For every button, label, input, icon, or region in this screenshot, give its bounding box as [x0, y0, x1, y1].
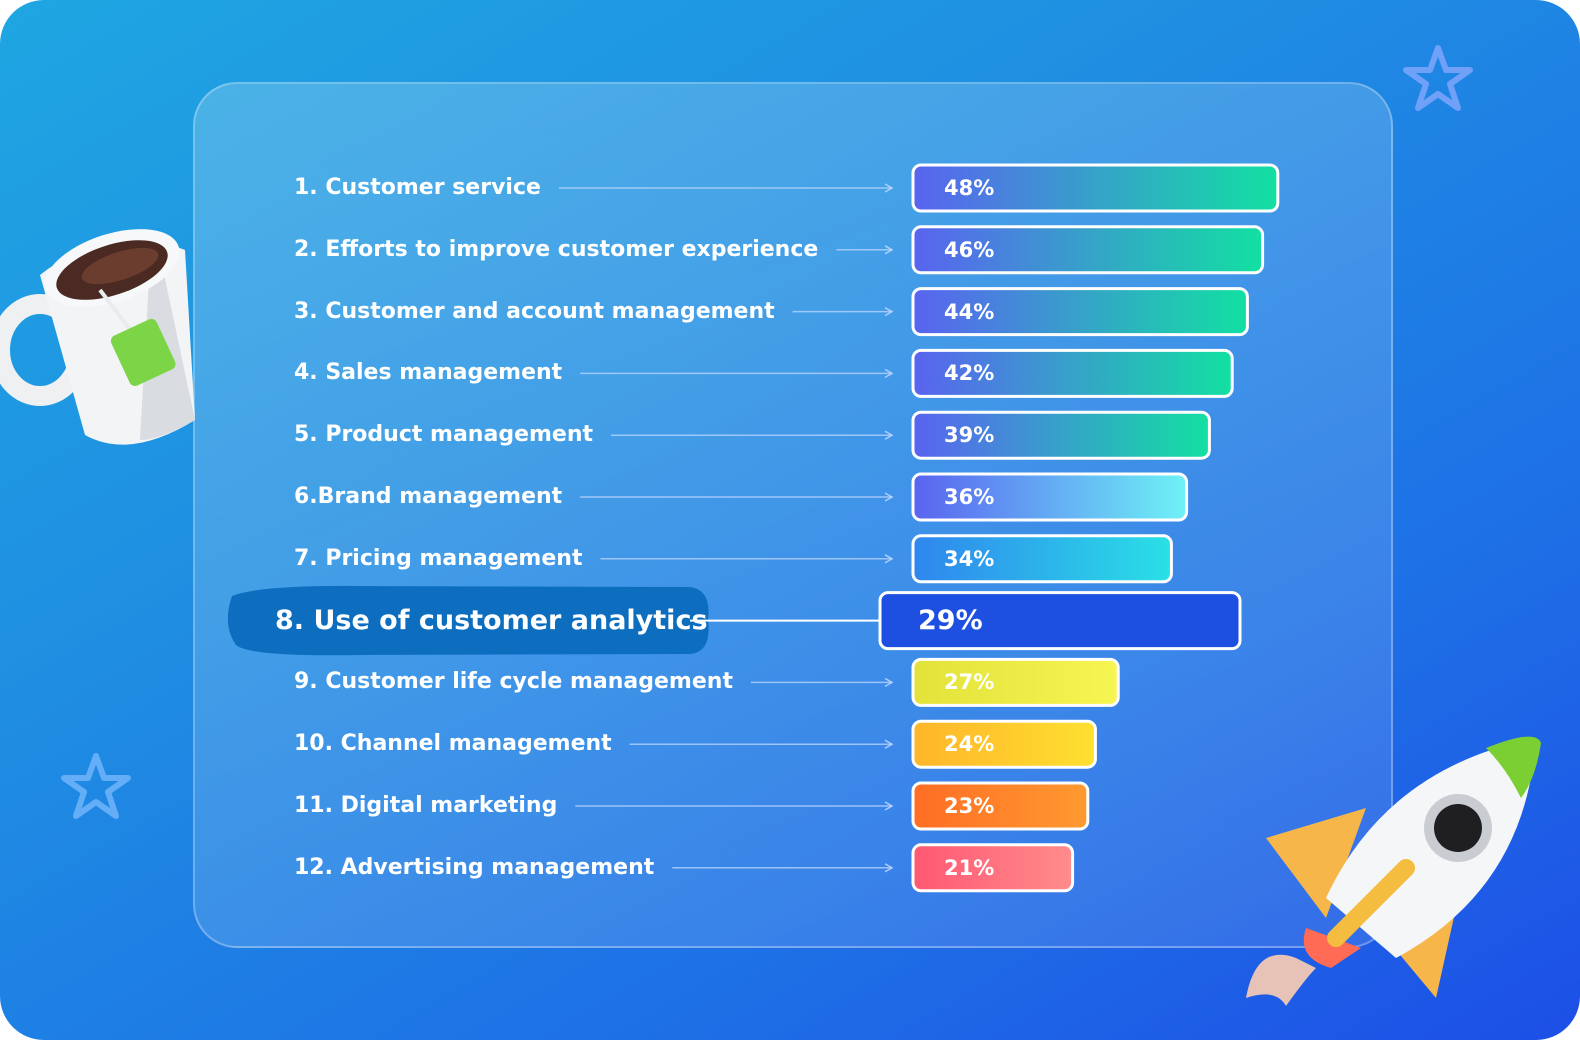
value-label: 21%	[944, 855, 995, 880]
value-label: 34%	[944, 546, 995, 571]
category-label: 2. Efforts to improve customer experienc…	[294, 236, 819, 262]
bar	[911, 410, 1211, 460]
value-label: 24%	[944, 732, 995, 757]
arrowhead-icon	[884, 245, 894, 255]
category-label: 4. Sales management	[294, 360, 563, 386]
value-label: 42%	[944, 361, 995, 386]
category-label: 12. Advertising management	[294, 854, 655, 880]
value-label: 44%	[944, 299, 995, 324]
bar	[911, 225, 1265, 275]
bar	[911, 472, 1189, 522]
value-label: 46%	[944, 237, 995, 262]
category-label: 6.Brand management	[294, 484, 563, 509]
category-label: 3. Customer and account management	[294, 298, 775, 324]
category-label: 9. Customer life cycle management	[294, 669, 733, 695]
category-label: 5. Product management	[294, 422, 594, 448]
category-label: 10. Channel management	[294, 731, 612, 757]
value-label: 48%	[944, 176, 995, 200]
arrowhead-icon	[884, 492, 894, 502]
value-label: 27%	[944, 670, 995, 695]
arrowhead-icon	[884, 430, 894, 440]
star-doodle-icon	[61, 753, 131, 819]
category-label: 11. Digital marketing	[294, 793, 558, 818]
bar	[911, 287, 1249, 337]
bar	[878, 591, 1242, 651]
bar	[911, 163, 1280, 213]
arrowhead-icon	[884, 863, 894, 873]
category-label: 7. Pricing management	[294, 545, 583, 571]
arrowhead-icon	[884, 801, 894, 811]
arrowhead-icon	[884, 677, 894, 688]
bar	[911, 781, 1090, 831]
value-label: 39%	[944, 423, 995, 448]
star-doodle-icon	[1403, 45, 1473, 111]
category-label: 1. Customer service	[294, 175, 541, 200]
arrowhead-icon	[884, 183, 894, 193]
tea-mug-icon	[0, 229, 195, 445]
value-label: 23%	[944, 794, 995, 818]
bar	[911, 348, 1234, 398]
rocket-icon	[1246, 736, 1541, 1006]
bar	[911, 534, 1173, 584]
arrowhead-icon	[884, 306, 894, 317]
bar	[911, 843, 1075, 893]
arrowhead-icon	[884, 739, 894, 749]
value-label: 36%	[944, 485, 995, 509]
arrowhead-icon	[884, 368, 894, 379]
highlight-marker	[227, 585, 709, 656]
bar	[911, 719, 1097, 769]
arrowhead-icon	[884, 554, 894, 564]
value-label: 29%	[918, 604, 983, 636]
bar	[911, 657, 1120, 707]
category-label: 8. Use of customer analytics	[275, 604, 708, 636]
